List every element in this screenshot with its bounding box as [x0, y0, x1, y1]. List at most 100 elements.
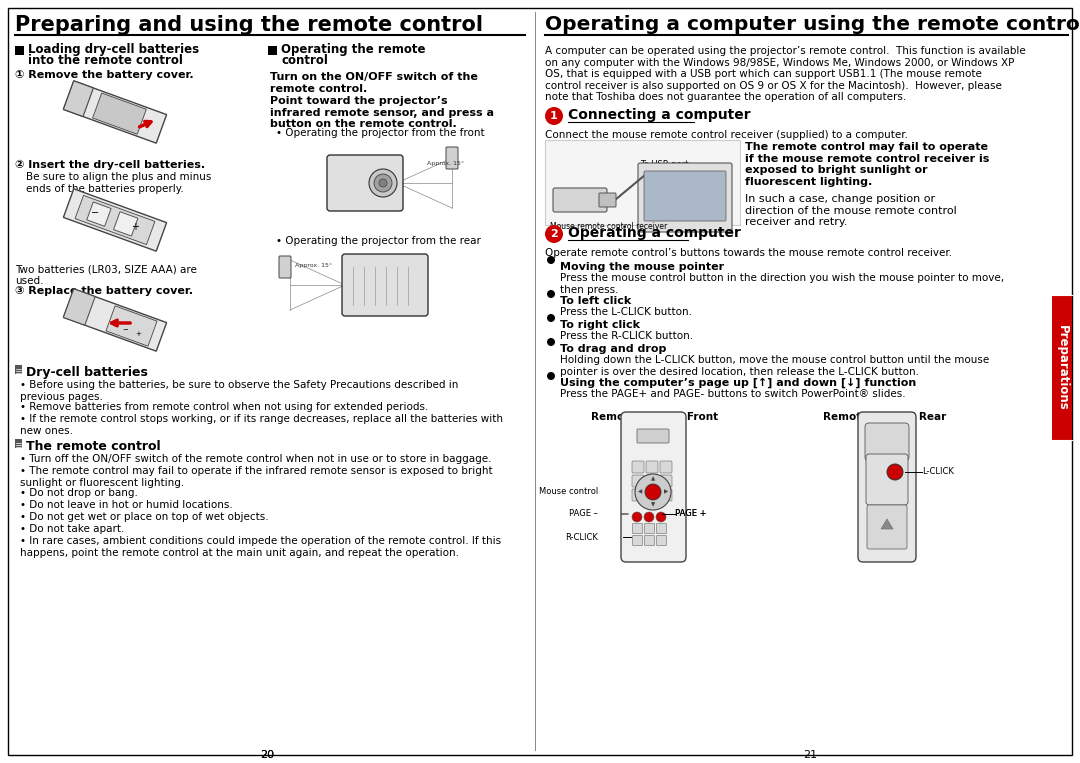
- Text: A computer can be operated using the projector’s remote control.  This function : A computer can be operated using the pro…: [545, 46, 1026, 102]
- Text: +: +: [131, 222, 138, 232]
- Text: • Turn off the ON/OFF switch of the remote control when not in use or to store i: • Turn off the ON/OFF switch of the remo…: [21, 454, 491, 464]
- Text: • In rare cases, ambient conditions could impede the operation of the remote con: • In rare cases, ambient conditions coul…: [21, 536, 501, 558]
- Text: 20: 20: [260, 750, 274, 760]
- Text: • Remove batteries from remote control when not using for extended periods.: • Remove batteries from remote control w…: [21, 402, 429, 412]
- FancyBboxPatch shape: [638, 163, 732, 232]
- Text: • Do not take apart.: • Do not take apart.: [21, 524, 124, 534]
- FancyBboxPatch shape: [342, 254, 428, 316]
- Text: Operating the remote: Operating the remote: [281, 43, 426, 56]
- Text: Remote Control Rear: Remote Control Rear: [823, 412, 947, 422]
- FancyBboxPatch shape: [645, 536, 654, 546]
- Text: Using the computer’s page up [↑] and down [↓] function: Using the computer’s page up [↑] and dow…: [561, 378, 916, 388]
- Polygon shape: [106, 306, 157, 346]
- Circle shape: [645, 484, 661, 500]
- Bar: [15, 46, 24, 55]
- Text: Operate remote control’s buttons towards the mouse remote control receiver.: Operate remote control’s buttons towards…: [545, 248, 953, 258]
- Circle shape: [887, 464, 903, 480]
- Text: Press the L-CLICK button.: Press the L-CLICK button.: [561, 307, 692, 317]
- Text: 2: 2: [550, 229, 558, 239]
- Text: control: control: [281, 54, 328, 67]
- Text: To left click: To left click: [561, 296, 631, 306]
- Text: Preparations: Preparations: [1055, 324, 1068, 410]
- Text: Holding down the L-CLICK button, move the mouse control button until the mouse
p: Holding down the L-CLICK button, move th…: [561, 355, 989, 377]
- FancyBboxPatch shape: [657, 536, 666, 546]
- Circle shape: [546, 338, 555, 346]
- Text: ▼: ▼: [651, 503, 656, 507]
- FancyBboxPatch shape: [865, 423, 909, 461]
- Text: PAGE +: PAGE +: [675, 510, 706, 519]
- Bar: [545, 140, 740, 225]
- Text: Dry-cell batteries: Dry-cell batteries: [26, 366, 148, 379]
- Circle shape: [635, 474, 671, 510]
- Text: • Do not drop or bang.: • Do not drop or bang.: [21, 488, 138, 498]
- Bar: [268, 46, 276, 55]
- Text: PAGE +: PAGE +: [675, 510, 706, 519]
- Text: Operating a computer using the remote control: Operating a computer using the remote co…: [545, 15, 1080, 34]
- FancyBboxPatch shape: [632, 475, 644, 487]
- Circle shape: [374, 174, 392, 192]
- Text: • If the remote control stops working, or if its range decreases, replace all th: • If the remote control stops working, o…: [21, 414, 503, 436]
- Text: Turn on the ON/OFF switch of the
remote control.: Turn on the ON/OFF switch of the remote …: [270, 72, 477, 94]
- FancyBboxPatch shape: [633, 523, 643, 533]
- Text: The remote control: The remote control: [26, 440, 161, 453]
- Text: 21: 21: [802, 750, 818, 760]
- Text: • Before using the batteries, be sure to observe the Safety Precautions describe: • Before using the batteries, be sure to…: [21, 380, 458, 401]
- Text: PAGE –: PAGE –: [569, 510, 598, 519]
- Circle shape: [644, 512, 654, 522]
- Text: Mouse remote control receiver: Mouse remote control receiver: [550, 222, 667, 231]
- Text: Approx. 15°: Approx. 15°: [427, 161, 464, 166]
- Circle shape: [632, 512, 642, 522]
- Polygon shape: [881, 519, 893, 529]
- Text: • The remote control may fail to operate if the infrared remote sensor is expose: • The remote control may fail to operate…: [21, 466, 492, 488]
- Circle shape: [545, 107, 563, 125]
- Text: ① Remove the battery cover.: ① Remove the battery cover.: [15, 70, 193, 80]
- Text: Press the PAGE+ and PAGE- buttons to switch PowerPoint® slides.: Press the PAGE+ and PAGE- buttons to swi…: [561, 389, 906, 399]
- Text: 1: 1: [550, 111, 558, 121]
- Circle shape: [546, 290, 555, 298]
- FancyBboxPatch shape: [279, 256, 291, 278]
- FancyBboxPatch shape: [660, 461, 672, 473]
- Text: Press the R-CLICK button.: Press the R-CLICK button.: [561, 331, 693, 341]
- FancyBboxPatch shape: [327, 155, 403, 211]
- Text: Be sure to align the plus and minus
ends of the batteries properly.: Be sure to align the plus and minus ends…: [26, 172, 212, 194]
- Text: Mouse control: Mouse control: [539, 488, 598, 497]
- FancyBboxPatch shape: [660, 489, 672, 501]
- Text: The remote control may fail to operate
if the mouse remote control receiver is
e: The remote control may fail to operate i…: [745, 142, 989, 187]
- Text: Connecting a computer: Connecting a computer: [568, 108, 751, 122]
- FancyBboxPatch shape: [858, 412, 916, 562]
- FancyBboxPatch shape: [657, 523, 666, 533]
- FancyBboxPatch shape: [646, 461, 658, 473]
- FancyBboxPatch shape: [633, 536, 643, 546]
- FancyBboxPatch shape: [645, 523, 654, 533]
- Text: • Do not leave in hot or humid locations.: • Do not leave in hot or humid locations…: [21, 500, 233, 510]
- Polygon shape: [113, 211, 138, 236]
- Circle shape: [369, 169, 397, 197]
- Text: • Operating the projector from the rear: • Operating the projector from the rear: [276, 236, 481, 246]
- Text: Loading dry-cell batteries: Loading dry-cell batteries: [28, 43, 199, 56]
- Text: ② Insert the dry-cell batteries.: ② Insert the dry-cell batteries.: [15, 160, 205, 170]
- Text: Connect the mouse remote control receiver (supplied) to a computer.: Connect the mouse remote control receive…: [545, 130, 908, 140]
- Text: Approx. 15°: Approx. 15°: [295, 263, 332, 268]
- FancyBboxPatch shape: [660, 475, 672, 487]
- Text: into the remote control: into the remote control: [28, 54, 183, 67]
- FancyBboxPatch shape: [632, 461, 644, 473]
- Circle shape: [546, 314, 555, 322]
- FancyBboxPatch shape: [632, 489, 644, 501]
- FancyBboxPatch shape: [446, 147, 458, 169]
- Bar: [1052, 295, 1072, 440]
- Polygon shape: [64, 289, 95, 325]
- Circle shape: [546, 372, 555, 380]
- Text: ◀: ◀: [638, 490, 643, 494]
- Text: ▶: ▶: [664, 490, 669, 494]
- Text: L-CLICK: L-CLICK: [922, 468, 954, 477]
- Text: ③ Replace the battery cover.: ③ Replace the battery cover.: [15, 286, 193, 296]
- Text: −: −: [123, 327, 129, 333]
- Bar: [15, 439, 22, 448]
- Circle shape: [546, 256, 555, 264]
- Text: Remote Control Front: Remote Control Front: [592, 412, 718, 422]
- FancyBboxPatch shape: [646, 475, 658, 487]
- Polygon shape: [64, 81, 93, 117]
- FancyBboxPatch shape: [646, 489, 658, 501]
- Circle shape: [656, 512, 666, 522]
- Text: Moving the mouse pointer: Moving the mouse pointer: [561, 262, 724, 272]
